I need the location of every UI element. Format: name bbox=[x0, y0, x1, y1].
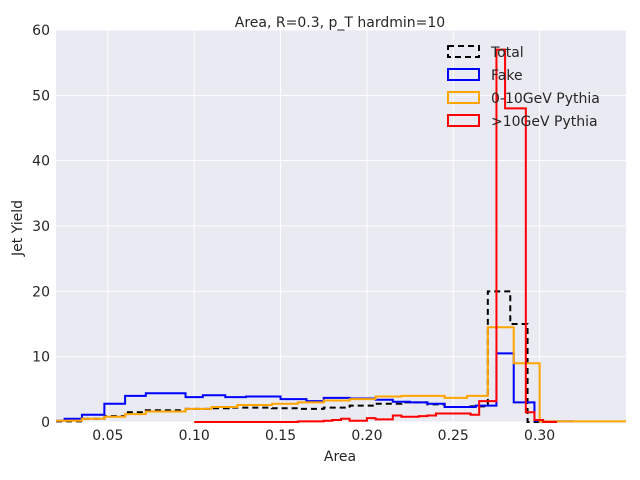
legend-label: 0-10GeV Pythia bbox=[491, 91, 600, 107]
x-tick-labels: 0.05 0.10 0.15 0.20 0.25 0.30 bbox=[92, 428, 555, 444]
legend-label: Fake bbox=[491, 68, 523, 84]
y-axis-label: Jet Yield bbox=[10, 200, 26, 257]
y-tick-label: 10 bbox=[32, 350, 50, 366]
series-layer bbox=[56, 48, 626, 423]
x-tick-label: 0.30 bbox=[524, 428, 555, 444]
x-tick-label: 0.15 bbox=[265, 428, 296, 444]
x-tick-label: 0.05 bbox=[92, 428, 123, 444]
y-tick-label: 20 bbox=[32, 284, 50, 300]
y-tick-label: 0 bbox=[41, 415, 50, 431]
y-tick-labels: 0 10 20 30 40 50 60 bbox=[32, 23, 50, 431]
x-tick-label: 0.10 bbox=[179, 428, 210, 444]
x-axis-label: Area bbox=[324, 449, 356, 465]
legend-label: Total bbox=[490, 45, 524, 61]
y-tick-label: 60 bbox=[32, 23, 50, 39]
x-tick-label: 0.20 bbox=[351, 428, 382, 444]
y-tick-label: 40 bbox=[32, 154, 50, 170]
series-fake bbox=[56, 352, 575, 423]
legend-swatch bbox=[447, 68, 480, 81]
legend-swatch bbox=[447, 114, 480, 127]
legend: Total Fake 0-10GeV Pythia >10GeV Pythia bbox=[447, 45, 600, 130]
y-tick-label: 50 bbox=[32, 88, 50, 104]
grid-lines bbox=[56, 29, 626, 423]
x-tick-label: 0.25 bbox=[438, 428, 469, 444]
series-total bbox=[56, 290, 540, 423]
legend-label: >10GeV Pythia bbox=[491, 114, 598, 130]
chart-title: Area, R=0.3, p_T hardmin=10 bbox=[235, 15, 445, 31]
series-0-10gev-pythia bbox=[56, 326, 626, 423]
legend-swatch bbox=[447, 45, 480, 58]
legend-swatch bbox=[447, 91, 480, 104]
y-tick-label: 30 bbox=[32, 219, 50, 235]
series-10gev-pythia bbox=[194, 48, 557, 423]
